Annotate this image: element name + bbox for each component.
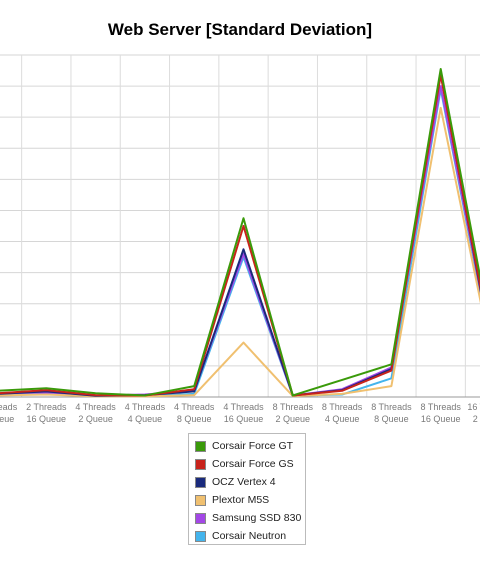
series-lines <box>0 67 480 398</box>
legend-swatch <box>195 440 206 452</box>
chart-title: Web Server [Standard Deviation] <box>107 20 373 39</box>
x-tick-label: 8 Threads <box>371 402 412 412</box>
legend-label: Corsair Neutron <box>212 530 287 542</box>
x-tick-label: 8 Queue <box>374 414 409 424</box>
series-line-corsair-force-gs <box>0 74 480 397</box>
legend-item: Corsair Force GS <box>195 455 299 473</box>
series-line-corsair-force-gt <box>0 67 480 397</box>
x-tick-label: 2 Threads <box>26 402 67 412</box>
x-tick-label: 4 Queue <box>325 414 360 424</box>
legend-label: Corsair Force GT <box>212 440 294 452</box>
x-tick-label: 16 Queue <box>421 414 461 424</box>
legend-label: Plextor M5S <box>212 494 270 506</box>
legend-label: Samsung SSD 830 <box>212 512 302 524</box>
x-tick-label: 4 Threads <box>0 402 18 412</box>
x-tick-label: 4 Queue <box>128 414 163 424</box>
legend-swatch <box>195 476 206 488</box>
legend: Corsair Force GT Corsair Force GS OCZ Vert… <box>188 433 306 545</box>
series-line-plextor-m5s <box>0 106 480 398</box>
x-tick-label: 4 Threads <box>223 402 264 412</box>
x-tick-label: 2 Queue <box>78 414 113 424</box>
x-tick-label: 1 Queue <box>0 414 14 424</box>
legend-item: Corsair Force GT <box>195 437 299 455</box>
legend-item: Samsung SSD 830 <box>195 509 302 527</box>
legend-swatch <box>195 530 206 542</box>
legend-swatch <box>195 512 206 524</box>
legend-label: Corsair Force GS <box>212 458 294 470</box>
legend-item: OCZ Vertex 4 <box>195 473 299 491</box>
x-axis-labels: 4 Threads 1 Queue 2 Threads 16 Queue 4 Threa… <box>0 402 480 424</box>
x-tick-label: 4 Threads <box>174 402 215 412</box>
x-tick-label: 2 Queue <box>276 414 311 424</box>
x-tick-label: 8 Queue <box>177 414 212 424</box>
x-tick-label: 2 Queue <box>473 414 480 424</box>
x-tick-label: 16 Queue <box>27 414 67 424</box>
x-tick-label: 8 Threads <box>273 402 314 412</box>
x-tick-label: 8 Threads <box>322 402 363 412</box>
x-tick-label: 16 Queue <box>224 414 264 424</box>
legend-label: OCZ Vertex 4 <box>212 476 276 488</box>
legend-swatch <box>195 494 206 506</box>
legend-swatch <box>195 458 206 470</box>
x-tick-label: 16 Threads <box>467 402 480 412</box>
x-tick-label: 4 Threads <box>125 402 166 412</box>
x-tick-label: 4 Threads <box>75 402 116 412</box>
legend-item: Plextor M5S <box>195 491 299 509</box>
x-tick-label: 8 Threads <box>421 402 462 412</box>
legend-item: Corsair Neutron <box>195 527 299 545</box>
